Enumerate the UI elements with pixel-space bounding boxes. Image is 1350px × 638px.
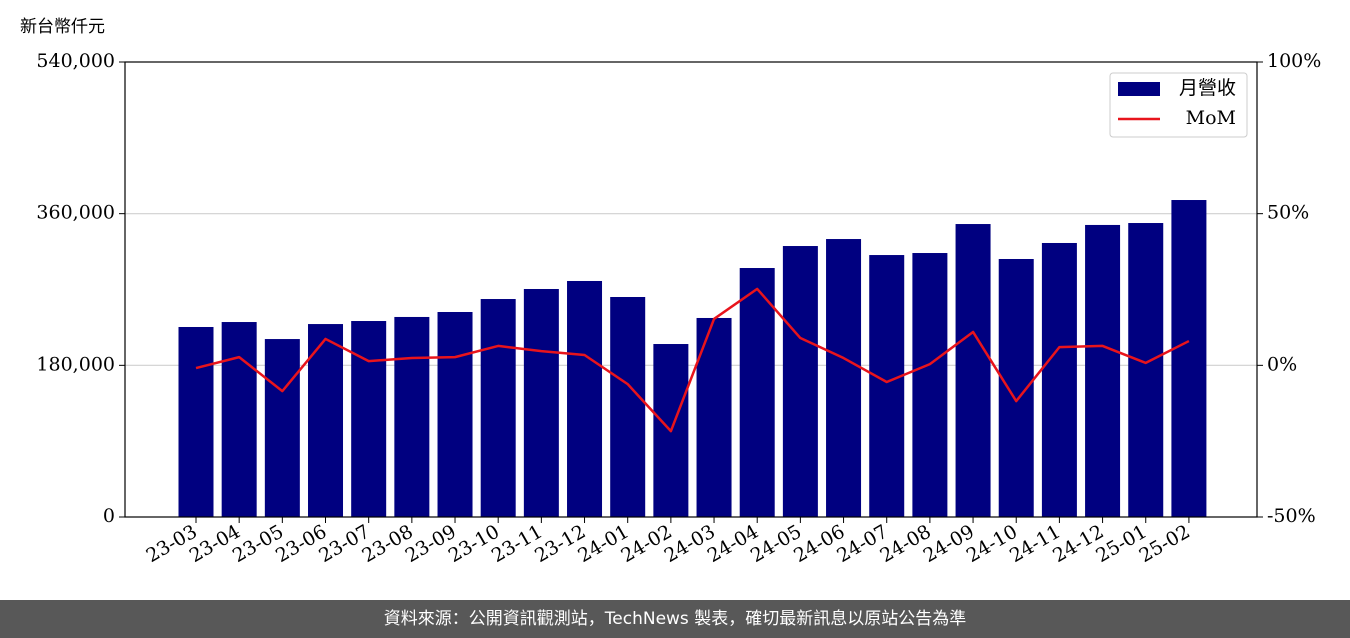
y-axis-label: 新台幣仟元 (20, 17, 105, 37)
bar (308, 324, 344, 517)
y-tick-label: 0 (103, 505, 115, 527)
legend-label: MoM (1186, 107, 1236, 129)
legend-swatch (1118, 82, 1160, 96)
y-tick-label: 540,000 (36, 50, 115, 72)
source-note: 資料來源：公開資訊觀測站，TechNews 製表，確切最新訊息以原站公告為準 (384, 609, 966, 629)
bar (912, 253, 948, 517)
y2-tick-label: -50% (1267, 505, 1316, 527)
bar (351, 321, 387, 517)
bar (1128, 223, 1164, 517)
bar (782, 246, 818, 517)
mom-line (195, 287, 1190, 433)
bar (869, 255, 905, 517)
bar (739, 268, 775, 517)
bar (1041, 242, 1077, 517)
bar (1085, 224, 1121, 518)
y-tick-label: 360,000 (36, 202, 115, 224)
y-tick-label: 180,000 (36, 353, 115, 375)
bar (610, 296, 646, 517)
bar (264, 339, 300, 517)
bar (437, 311, 473, 517)
y2-tick-label: 50% (1267, 202, 1309, 224)
bar (955, 224, 991, 517)
bar (394, 316, 430, 517)
legend-label: 月營收 (1179, 77, 1236, 99)
bar (221, 322, 257, 517)
bar (523, 288, 559, 517)
y2-tick-label: 100% (1267, 50, 1321, 72)
bar (480, 299, 516, 517)
plot-frame (124, 61, 1258, 518)
bar (178, 326, 214, 517)
bar (998, 258, 1034, 517)
footer-bar (0, 600, 1350, 638)
bar (567, 280, 603, 517)
bar (826, 239, 862, 518)
y2-tick-label: 0% (1267, 353, 1297, 375)
bar (1171, 200, 1207, 517)
